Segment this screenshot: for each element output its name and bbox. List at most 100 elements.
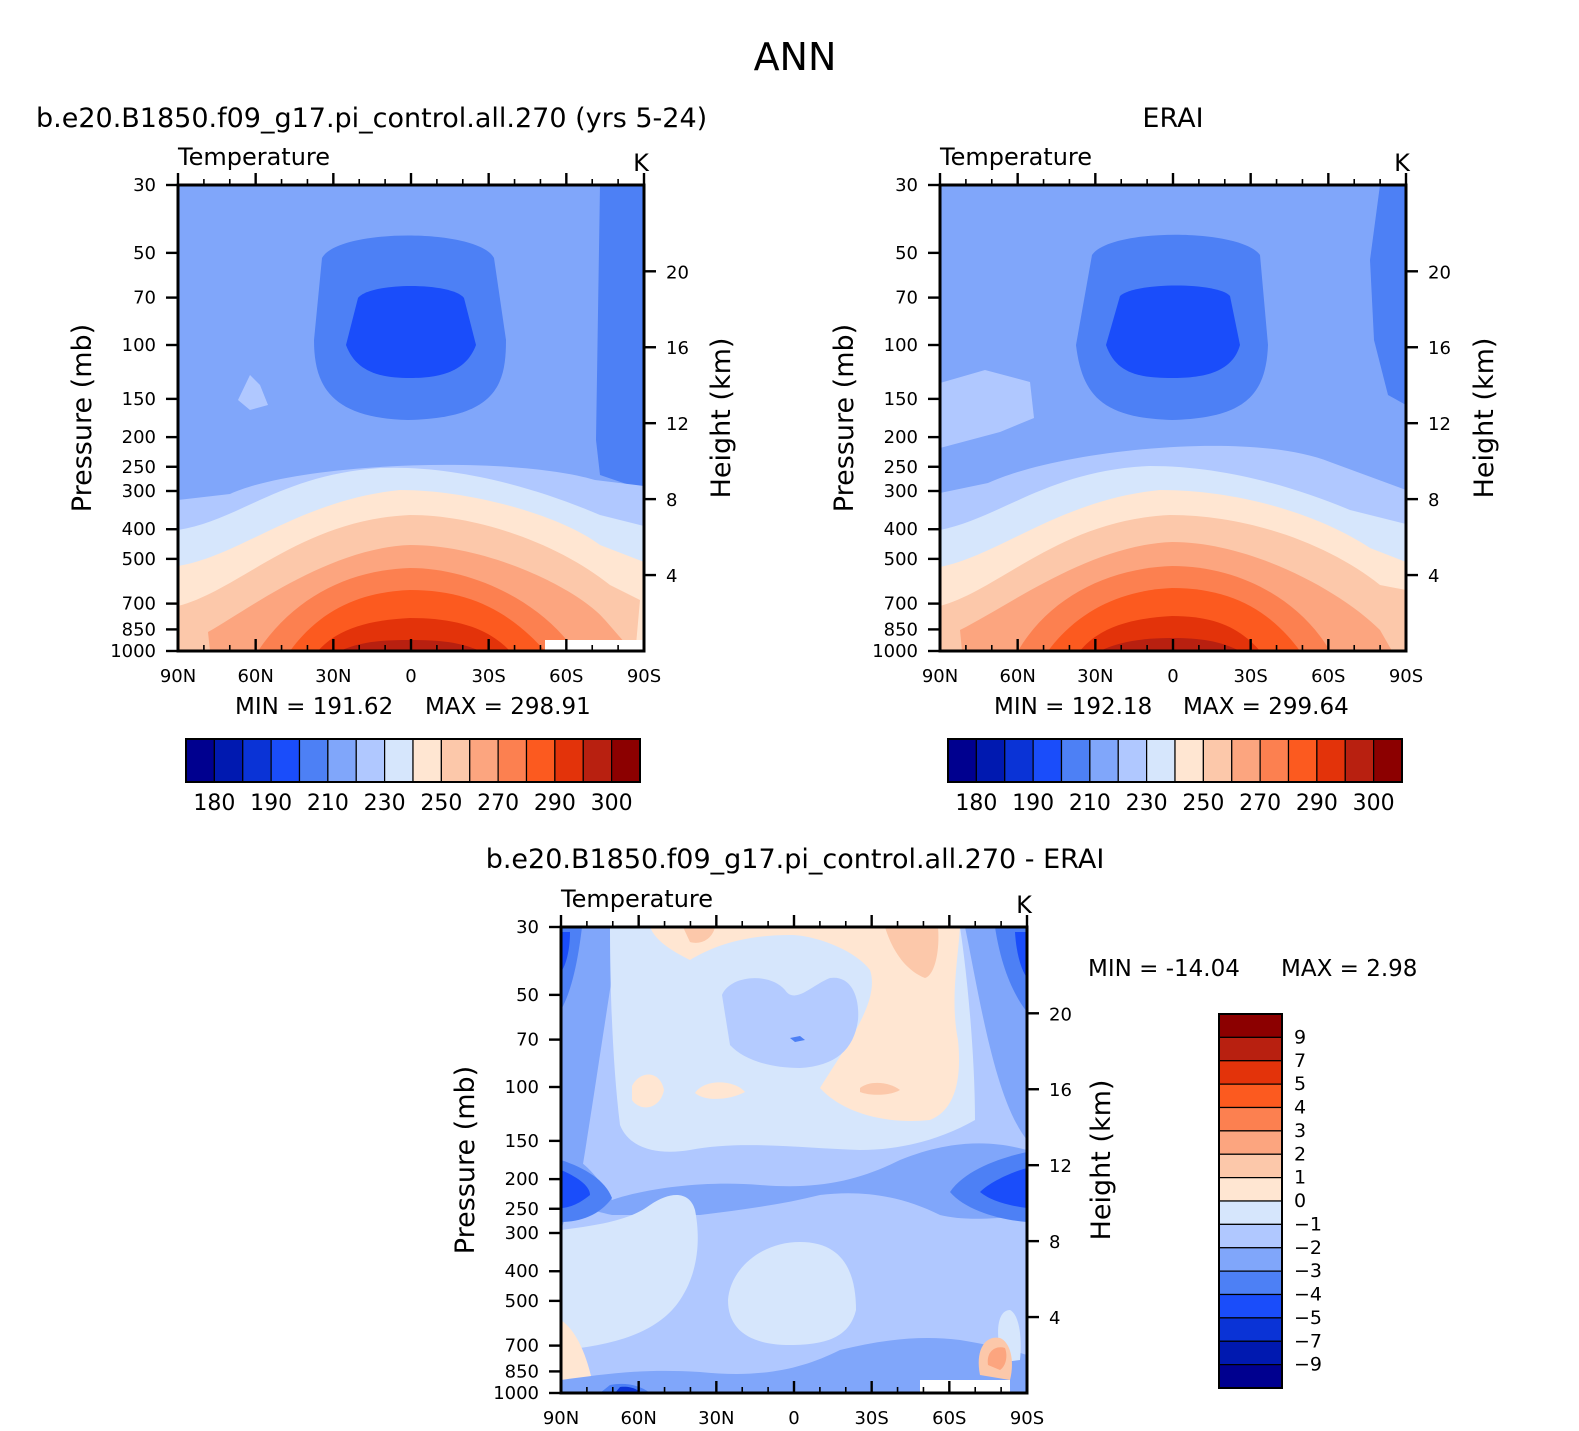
colorbar-label: 300 (591, 791, 633, 816)
right-tick-label: 12 (1049, 1156, 1072, 1177)
colorbar-swatch (384, 738, 414, 783)
contour-band (615, 1386, 640, 1393)
colorbar-swatch (611, 738, 641, 783)
colorbar-label: 230 (1126, 791, 1168, 816)
right-tick-label: 20 (666, 262, 689, 283)
x-tick-label: 30N (698, 1408, 734, 1429)
contour-band (346, 286, 476, 378)
colorbar-swatch (440, 738, 471, 783)
x-tick-label: 60N (999, 666, 1035, 687)
colorbar-label: 7 (1294, 1050, 1306, 1072)
colorbar-label: 190 (250, 791, 292, 816)
contour-band (920, 1380, 1010, 1393)
colorbar-label: 250 (420, 791, 462, 816)
y-tick-label: 50 (516, 985, 539, 1006)
y-tick-label: 250 (505, 1199, 539, 1220)
y-tick-label: 300 (122, 481, 156, 502)
panel-diff: b.e20.B1850.f09_g17.pi_control.all.270 -… (450, 844, 1417, 1429)
figure-title: ANN (754, 35, 837, 79)
x-tick-label: 90N (160, 666, 196, 687)
y-tick-label: 70 (133, 288, 156, 309)
colorbar-swatch (1344, 738, 1375, 783)
x-tick-label: 60S (549, 666, 583, 687)
colorbar-swatch (1004, 738, 1034, 783)
colorbar-swatch (1218, 1270, 1283, 1296)
x-tick-label: 90N (922, 666, 958, 687)
colorbar-swatch (1218, 1013, 1283, 1038)
panel-model-units: K (633, 149, 650, 177)
panel-model-variable: Temperature (177, 143, 330, 171)
y-tick-label: 200 (505, 1169, 539, 1190)
panel-diff-variable: Temperature (560, 885, 713, 913)
colorbar-swatch (1373, 738, 1403, 783)
y-tick-label: 30 (133, 175, 156, 196)
right-tick-label: 20 (1049, 1004, 1072, 1025)
colorbar-swatch (185, 738, 215, 783)
colorbar-swatch (1218, 1200, 1283, 1225)
panel-diff-units: K (1016, 891, 1033, 919)
colorbar-label: −1 (1294, 1213, 1322, 1235)
colorbar-swatch (1231, 738, 1261, 783)
colorbar-label: 2 (1294, 1143, 1306, 1165)
colorbar-swatch (1218, 1130, 1283, 1155)
contour-band (1100, 638, 1240, 651)
colorbar-swatch (1218, 1340, 1283, 1366)
right-tick-label: 8 (1428, 490, 1439, 511)
colorbar-swatch (1287, 738, 1318, 783)
y-tick-label: 1000 (493, 1383, 539, 1404)
colorbar-swatch (327, 738, 357, 783)
colorbar-swatch (582, 738, 613, 783)
panel-obs-units: K (1394, 149, 1411, 177)
y-tick-label: 700 (505, 1336, 539, 1357)
right-tick-label: 8 (666, 490, 677, 511)
colorbar-label: 190 (1012, 791, 1054, 816)
contour-band (1106, 285, 1240, 378)
right-tick-label: 16 (1428, 338, 1451, 359)
y-tick-label: 300 (884, 481, 918, 502)
panel-obs-ylabel-right: Height (km) (1469, 338, 1500, 499)
contour-band (561, 932, 570, 972)
y-tick-label: 30 (516, 917, 539, 938)
contour-band (596, 185, 644, 490)
y-tick-label: 100 (505, 1077, 539, 1098)
contour-band (1370, 185, 1406, 405)
panel-model-min: MIN = 191.62 (235, 694, 393, 720)
contour-band (650, 927, 960, 1121)
panel-diff-ylabel: Pressure (mb) (450, 1066, 481, 1254)
colorbar-label: 300 (1353, 791, 1395, 816)
panel-diff-title: b.e20.B1850.f09_g17.pi_control.all.270 -… (486, 844, 1105, 875)
panel-diff-min: MIN = -14.04 (1088, 956, 1240, 982)
colorbar-label: 0 (1294, 1190, 1306, 1212)
colorbar-label: −5 (1294, 1307, 1322, 1329)
right-tick-label: 4 (1428, 566, 1439, 587)
colorbar-label: 4 (1294, 1097, 1306, 1119)
y-tick-label: 30 (895, 175, 918, 196)
right-tick-label: 12 (666, 414, 689, 435)
colorbar-label: −3 (1294, 1260, 1322, 1282)
panel-model: b.e20.B1850.f09_g17.pi_control.all.270 (… (36, 103, 737, 816)
colorbar-label: 180 (193, 791, 235, 816)
x-tick-label: 90N (543, 1408, 579, 1429)
x-tick-label: 90S (1389, 666, 1423, 687)
colorbar-swatch (412, 738, 442, 783)
y-tick-label: 250 (122, 457, 156, 478)
panel-obs-min: MIN = 192.18 (994, 694, 1152, 720)
colorbar-swatch (1218, 1293, 1283, 1319)
y-tick-label: 50 (133, 243, 156, 264)
contour-band (1015, 932, 1027, 978)
right-tick-label: 4 (1049, 1308, 1060, 1329)
contour-band (561, 1170, 590, 1208)
colorbar-swatch (1218, 1153, 1283, 1179)
colorbar-swatch (1316, 738, 1346, 783)
x-tick-label: 0 (1167, 666, 1178, 687)
colorbar-label: 1 (1294, 1167, 1306, 1189)
panel-obs-axes: 90N 60N 30N 0 30S 60S 90S 30 50 70 100 150 200 250 300… (872, 173, 1451, 687)
colorbar-swatch (1202, 738, 1233, 783)
y-tick-label: 250 (884, 457, 918, 478)
colorbar-swatch (1218, 1364, 1283, 1389)
contour-band (940, 370, 1034, 448)
y-tick-label: 100 (884, 335, 918, 356)
colorbar-label: −4 (1294, 1284, 1322, 1306)
colorbar-swatch (1218, 1177, 1283, 1202)
